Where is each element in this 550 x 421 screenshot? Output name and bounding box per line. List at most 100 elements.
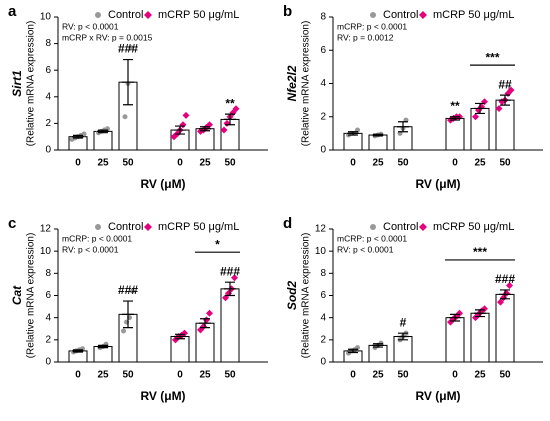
y-tick-label: 0 <box>45 357 51 368</box>
y-axis-label: Sod2 <box>285 281 299 311</box>
error-bar <box>347 131 359 136</box>
y-axis-note: (Relative mRNA expression) <box>301 21 312 147</box>
legend-marker <box>370 12 376 18</box>
y-tick-label: 0 <box>320 357 326 368</box>
error-bar <box>474 102 486 115</box>
y-tick-label: 10 <box>40 12 52 23</box>
data-point <box>206 309 213 317</box>
x-tick-label: 0 <box>177 158 183 169</box>
bar <box>495 293 515 363</box>
y-tick-label: 8 <box>320 12 326 23</box>
x-tick-label: 50 <box>122 370 134 381</box>
stats-text: RV: p < 0.0001 <box>337 244 394 254</box>
stats-text: RV: p < 0.0001 <box>62 244 119 254</box>
annotation: ### <box>495 272 515 286</box>
data-point <box>481 305 488 313</box>
x-tick-label: 50 <box>224 158 236 169</box>
legend-label: Control <box>108 221 143 233</box>
legend-label: mCRP 50 μg/mL <box>158 9 239 21</box>
panel-label: b <box>283 3 292 20</box>
y-axis-note: (Relative mRNA expression) <box>301 233 312 359</box>
legend-label: Control <box>108 9 143 21</box>
y-tick-label: 8 <box>45 38 51 49</box>
x-tick-label: 50 <box>122 158 134 169</box>
error-bar <box>224 113 236 126</box>
x-tick-label: 50 <box>499 370 511 381</box>
x-tick-label: 0 <box>75 370 81 381</box>
x-tick-label: 50 <box>397 370 409 381</box>
x-tick-label: 25 <box>474 370 486 381</box>
y-tick-label: 4 <box>45 91 51 102</box>
y-axis-label: Sirt1 <box>10 70 24 97</box>
data-point <box>231 274 238 282</box>
x-tick-label: 0 <box>452 370 458 381</box>
legend-marker <box>144 223 152 231</box>
x-tick-label: 0 <box>350 158 356 169</box>
y-tick-label: 0 <box>45 145 51 156</box>
annotation: *** <box>473 245 487 259</box>
data-point <box>472 113 479 121</box>
y-tick-label: 2 <box>320 334 326 345</box>
annotation: *** <box>485 50 499 64</box>
y-tick-label: 8 <box>320 268 326 279</box>
annotation: ### <box>220 264 240 278</box>
x-axis-label: RV (μM) <box>140 177 185 191</box>
stats-text: mCRP: p < 0.0001 <box>337 21 407 31</box>
x-tick-label: 50 <box>224 370 236 381</box>
annotation: # <box>400 315 407 329</box>
data-point <box>497 298 504 306</box>
annotation: ## <box>498 77 512 91</box>
annotation: ### <box>118 283 138 297</box>
bar <box>445 317 465 363</box>
error-bar <box>174 333 186 340</box>
x-tick-label: 0 <box>75 158 81 169</box>
panel-label: c <box>8 215 16 232</box>
legend-marker <box>419 11 427 19</box>
stats-text: mCRP: p < 0.0001 <box>62 233 132 243</box>
legend-label: mCRP 50 μg/mL <box>433 221 514 233</box>
y-tick-label: 6 <box>320 290 326 301</box>
error-bar <box>97 344 109 349</box>
y-tick-label: 8 <box>45 268 51 279</box>
panel-label: d <box>283 215 292 232</box>
bar <box>470 107 490 151</box>
legend-marker <box>144 11 152 19</box>
y-tick-label: 10 <box>40 246 52 257</box>
data-point <box>122 114 128 120</box>
legend-marker <box>95 224 101 230</box>
x-tick-label: 25 <box>372 370 384 381</box>
annotation: ### <box>118 42 138 56</box>
data-point <box>507 86 515 94</box>
error-bar <box>199 126 211 132</box>
bar <box>470 312 490 363</box>
x-axis-label: RV (μM) <box>415 389 460 403</box>
data-point <box>181 329 188 337</box>
y-tick-label: 6 <box>45 65 51 76</box>
y-axis-label: Nfe2l2 <box>285 65 299 101</box>
data-point <box>220 126 228 134</box>
x-tick-label: 50 <box>397 158 409 169</box>
x-tick-label: 50 <box>499 158 511 169</box>
error-bar <box>499 94 511 106</box>
y-tick-label: 2 <box>45 334 51 345</box>
legend-marker <box>95 12 101 18</box>
error-bar <box>122 58 134 106</box>
error-bar <box>347 348 359 354</box>
x-tick-label: 25 <box>97 370 109 381</box>
legend-label: Control <box>383 221 418 233</box>
error-bar <box>97 129 109 134</box>
y-tick-label: 6 <box>320 45 326 56</box>
annotation: * <box>215 237 220 251</box>
y-tick-label: 6 <box>45 290 51 301</box>
error-bar <box>397 121 409 133</box>
data-point <box>506 282 513 290</box>
y-axis-label: Cat <box>10 285 24 305</box>
error-bar <box>449 313 461 322</box>
y-tick-label: 10 <box>315 246 327 257</box>
x-tick-label: 25 <box>199 370 211 381</box>
error-bar <box>72 134 84 139</box>
bar <box>220 288 240 363</box>
y-tick-label: 12 <box>315 224 327 235</box>
data-point <box>130 288 135 294</box>
